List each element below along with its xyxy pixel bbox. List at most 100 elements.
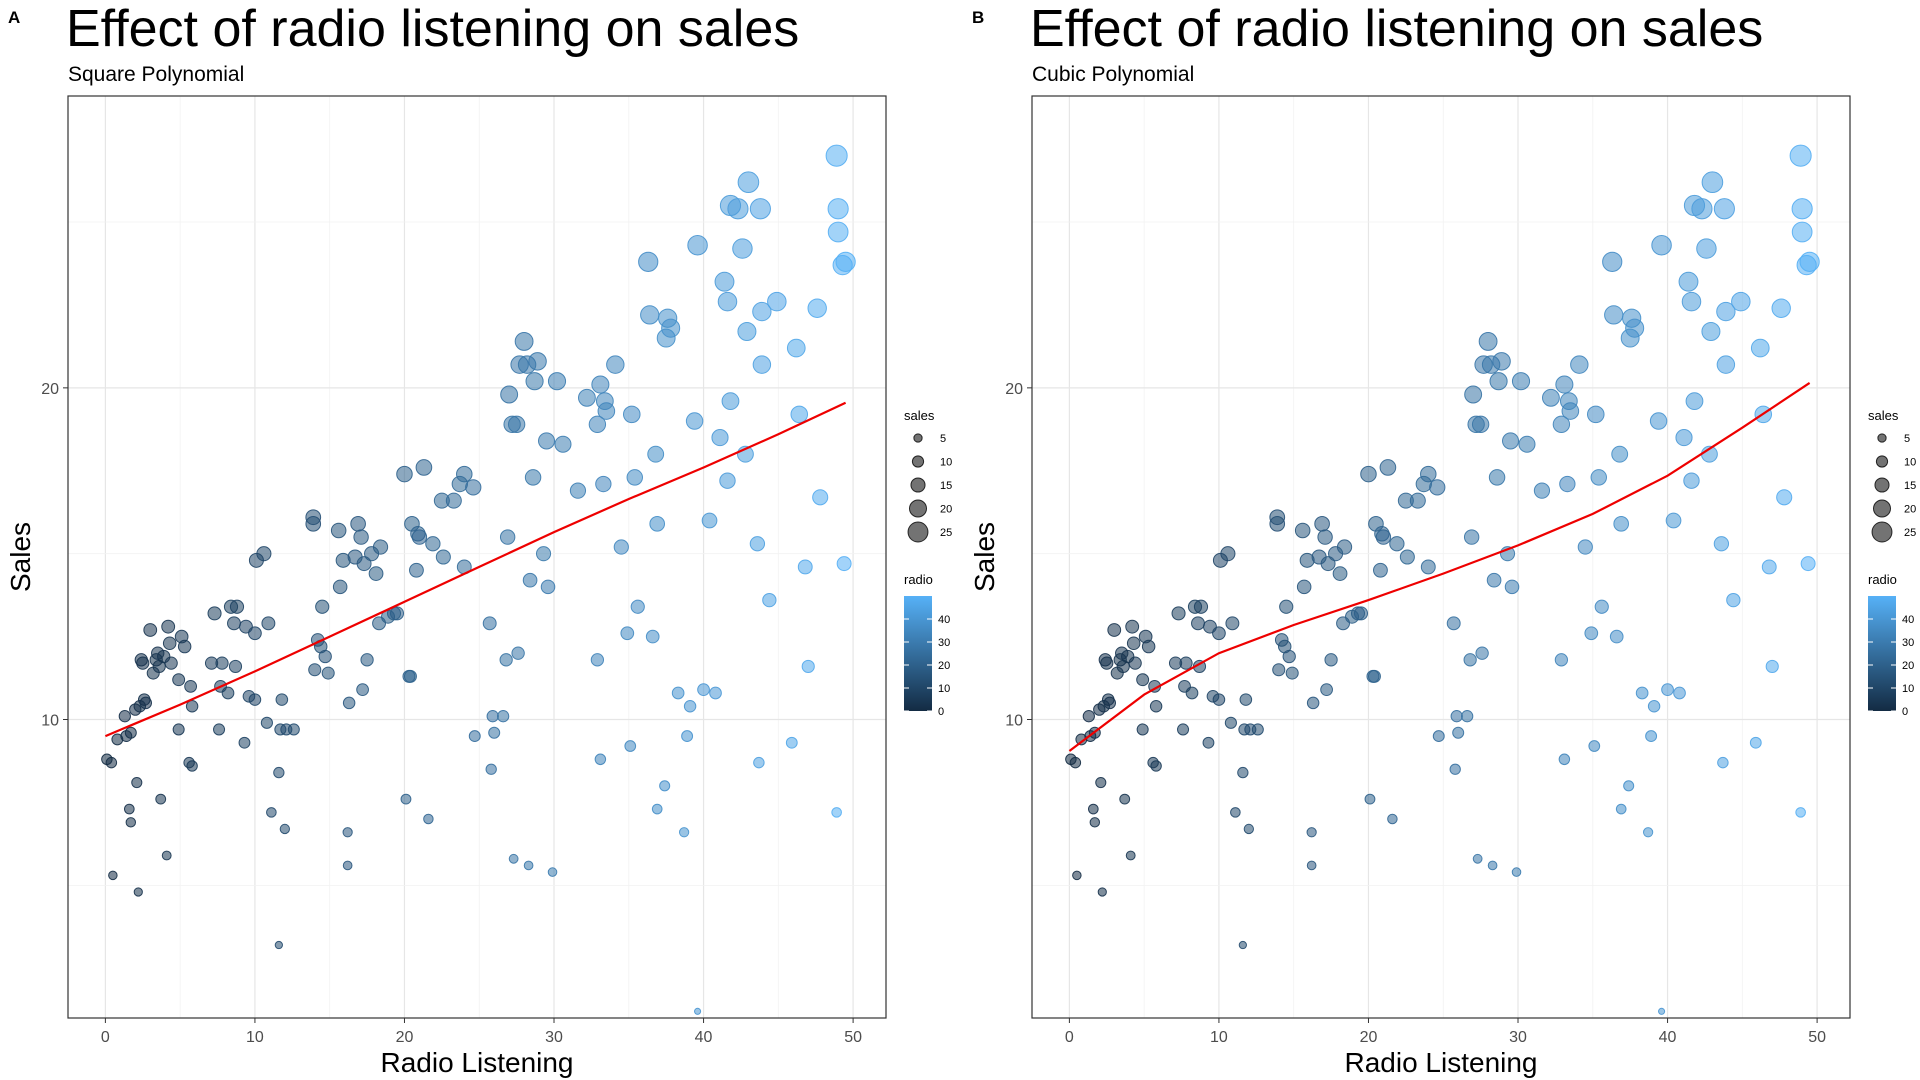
data-point [485,763,497,775]
data-point [228,659,243,674]
data-point [1185,686,1199,700]
data-point [1272,663,1286,677]
data-point [1225,616,1240,631]
data-point [279,823,290,835]
legend-color-label: 40 [938,614,950,626]
data-point [1791,221,1813,243]
data-point [1212,626,1226,641]
data-point [1489,372,1508,391]
data-point [400,793,412,805]
data-point [1713,198,1735,220]
data-point [1533,482,1551,499]
data-point [1141,639,1156,654]
chart-subtitle: Cubic Polynomial [1032,63,1195,86]
data-point [508,853,519,864]
data-point [1675,429,1693,447]
data-point [1097,887,1107,897]
data-point [1332,566,1348,581]
legend-color-bar [904,596,932,711]
data-point [133,887,143,897]
data-point [659,780,671,792]
data-point [124,726,137,739]
legend-color-title: radio [1868,572,1897,587]
data-point [528,352,547,371]
data-point [1320,683,1333,697]
data-point [1726,592,1741,608]
data-point [1701,321,1721,341]
data-point [597,402,616,420]
data-point [727,198,749,220]
data-point [486,710,499,723]
data-point [356,556,372,572]
data-point [640,305,660,325]
data-point [535,546,552,562]
data-point [482,616,497,631]
data-point [1432,730,1445,743]
data-point [1492,352,1511,371]
legend-size-label: 10 [940,457,952,469]
data-point [1317,529,1333,545]
data-point [1541,388,1560,407]
data-point [1681,291,1702,312]
x-tick-label: 0 [1065,1029,1074,1046]
data-point [1584,626,1599,641]
data-point [1126,636,1141,651]
data-point [1678,271,1699,292]
data-point [645,629,660,644]
data-point [613,539,629,555]
data-point [1150,760,1162,772]
data-point [1230,807,1241,818]
data-point [1561,402,1580,420]
data-point [569,482,587,499]
data-point [1409,492,1426,509]
data-point [248,626,262,641]
data-point [1800,556,1816,572]
data-point [342,827,353,838]
data-point [1713,536,1730,552]
data-point [1446,616,1461,631]
data-point [488,726,501,739]
data-point [714,271,735,292]
data-point [266,807,277,818]
data-point [1716,355,1736,374]
data-point [1082,710,1095,723]
data-point [1193,599,1209,614]
data-point [1239,693,1253,706]
legend-size-label: 25 [1904,527,1916,539]
data-point [1202,736,1215,749]
data-point [1463,529,1480,545]
data-point [1750,338,1770,358]
data-point [606,355,625,374]
data-point [1511,867,1522,877]
data-point [647,445,665,463]
data-point [185,700,199,713]
data-point [435,549,451,565]
data-point [372,539,389,555]
legend-size-key [913,433,923,443]
data-point [1486,572,1502,588]
x-tick-label: 10 [246,1029,264,1046]
data-point [445,492,462,509]
data-point [514,332,534,351]
data-point [1389,536,1405,552]
data-point [1665,512,1682,529]
data-point [786,338,806,358]
data-point [511,646,525,660]
data-point [1095,776,1107,789]
data-point [1089,817,1101,828]
data-point [649,516,666,532]
legend-size-key [1872,499,1892,518]
data-point [1661,683,1674,697]
data-point [139,696,153,710]
data-point [1282,649,1296,664]
data-point [411,529,428,545]
data-point [1179,656,1193,670]
data-point [1306,860,1317,871]
panel-a: A Effect of radio listening on sales Squ… [5,0,952,1078]
panel-b: B Effect of radio listening on sales Cub… [964,0,1920,1080]
data-point [762,592,777,608]
data-point [678,827,690,838]
data-point [155,793,167,805]
legend-size-title: sales [1868,408,1899,423]
data-point [577,388,596,407]
